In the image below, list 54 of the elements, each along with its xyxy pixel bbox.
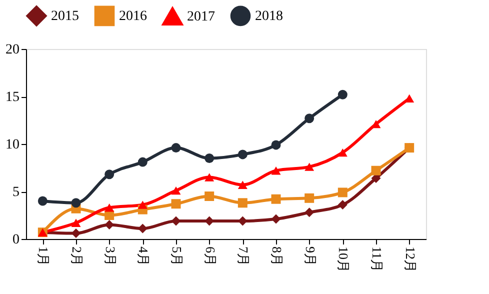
- point: [304, 193, 314, 203]
- point: [238, 198, 248, 208]
- x-tick-label: 7月: [236, 246, 252, 266]
- x-tick-label: 10月: [336, 246, 352, 272]
- x-tick-label: 12月: [402, 246, 418, 272]
- y-tick-label: 10: [6, 138, 20, 152]
- point: [71, 218, 81, 227]
- point: [171, 186, 181, 195]
- point: [138, 157, 148, 167]
- legend-label: 2018: [255, 8, 283, 24]
- point: [104, 170, 114, 180]
- x-tick-label: 8月: [270, 246, 284, 266]
- point: [104, 204, 114, 212]
- point: [71, 228, 81, 238]
- point: [238, 180, 248, 189]
- y-tick-label: 0: [12, 232, 20, 248]
- y-tick-label: 20: [6, 42, 20, 58]
- point: [304, 114, 314, 124]
- x-tick-label: 4月: [136, 246, 152, 266]
- point: [204, 173, 214, 182]
- x-tick-label: 3月: [102, 246, 118, 266]
- point: [104, 220, 114, 230]
- y-tick-label: 5: [12, 185, 20, 200]
- point: [171, 199, 181, 209]
- point: [238, 150, 248, 160]
- y-tick-label: 15: [6, 90, 20, 105]
- x-tick-label: 1月: [36, 246, 52, 266]
- legend-label: 2015: [51, 8, 79, 24]
- point: [304, 162, 314, 171]
- x-tick-label: 9月: [302, 246, 318, 266]
- x-tick-label: 5月: [170, 246, 184, 266]
- point: [271, 140, 281, 150]
- legend-label: 2016: [119, 8, 147, 24]
- point: [204, 192, 214, 201]
- point: [371, 166, 381, 176]
- point: [338, 148, 348, 157]
- point: [338, 200, 348, 210]
- x-tick-label: 6月: [202, 246, 218, 266]
- point: [71, 198, 81, 208]
- point: [171, 143, 181, 153]
- point: [38, 196, 48, 206]
- legend-label: 2017: [187, 10, 215, 24]
- point: [138, 200, 148, 209]
- point: [338, 188, 348, 198]
- point: [338, 90, 348, 100]
- point: [271, 214, 281, 224]
- x-tick-label: 11月: [370, 246, 384, 272]
- point: [271, 194, 281, 204]
- point: [204, 154, 214, 163]
- point: [171, 216, 181, 226]
- point: [304, 208, 314, 218]
- x-tick-label: 2月: [70, 246, 84, 266]
- point: [138, 224, 148, 234]
- point: [271, 166, 281, 175]
